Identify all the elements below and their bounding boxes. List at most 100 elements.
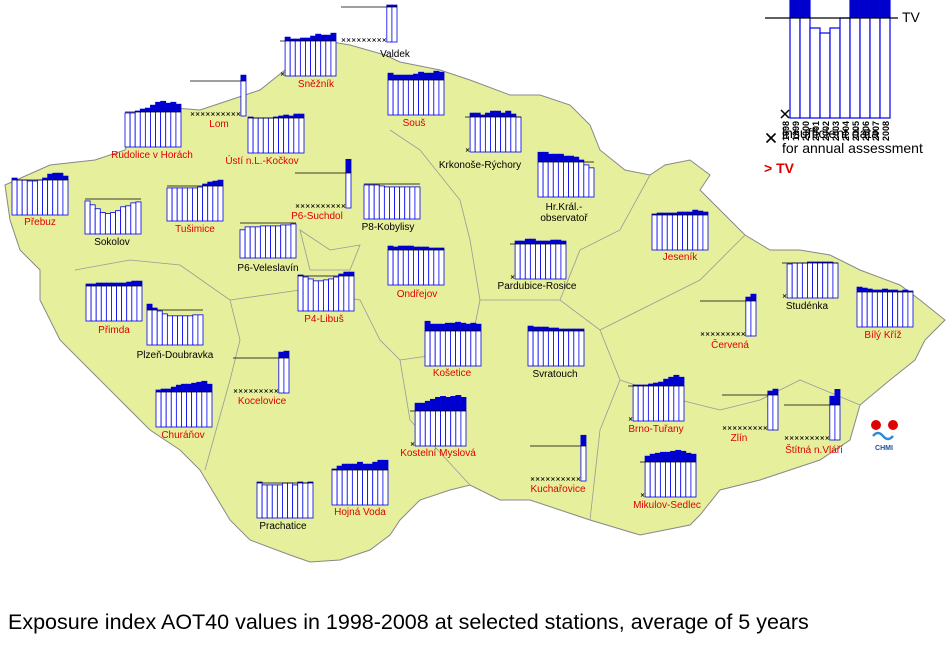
- bar: [333, 276, 340, 312]
- bar-exceed: [827, 262, 833, 263]
- insufficient-mark: [799, 436, 804, 440]
- bar: [166, 315, 173, 346]
- bar-exceed: [393, 247, 399, 250]
- bar-exceed: [170, 102, 176, 112]
- bar-exceed: [367, 464, 373, 470]
- bar-exceed: [480, 115, 486, 117]
- bar-exceed: [645, 456, 651, 462]
- legend-tv: TV: [902, 9, 921, 25]
- bar-exceed: [553, 154, 559, 162]
- bar: [290, 223, 297, 259]
- insufficient-mark: [576, 477, 581, 481]
- bar: [160, 388, 167, 428]
- station-label: Kuchařovice: [530, 484, 585, 495]
- bar: [438, 247, 445, 286]
- insufficient-mark: [782, 294, 787, 298]
- bar-exceed: [42, 178, 48, 180]
- bar: [386, 4, 393, 43]
- bar-exceed: [525, 239, 531, 244]
- bar: [383, 186, 390, 220]
- bar: [139, 108, 146, 148]
- bar: [111, 282, 117, 322]
- insufficient-mark: [264, 389, 268, 393]
- insufficient-mark: [410, 442, 415, 446]
- bar: [433, 247, 440, 286]
- chmi-logo: CHMI: [871, 420, 898, 452]
- bar: [550, 239, 557, 280]
- bar: [249, 226, 256, 259]
- legend-bar: [839, 17, 851, 119]
- bar-exceed: [745, 297, 751, 301]
- bar: [428, 247, 435, 286]
- bar-exceed: [750, 294, 756, 301]
- insufficient-mark: [238, 389, 243, 393]
- bar-exceed: [882, 289, 888, 292]
- bar: [812, 261, 819, 299]
- bar: [307, 481, 314, 519]
- bar-exceed: [857, 287, 863, 292]
- bar-exceed: [470, 113, 476, 117]
- insufficient-mark: [236, 112, 241, 116]
- bar: [176, 187, 183, 222]
- bar-exceed: [12, 178, 18, 180]
- station-label: Tušimice: [175, 224, 215, 235]
- bar: [394, 186, 401, 220]
- bar: [197, 186, 204, 222]
- bar: [409, 186, 416, 220]
- legend-bar-exceed: [850, 0, 860, 18]
- bar: [121, 282, 128, 322]
- legend-bar-exceed: [870, 0, 880, 18]
- station-label: Sněžník: [298, 79, 335, 90]
- insufficient-mark: [731, 332, 735, 336]
- bar: [294, 38, 301, 77]
- insufficient-mark: [815, 436, 819, 440]
- insufficient-mark: [377, 38, 382, 42]
- bar: [642, 384, 649, 422]
- station-label: Zlín: [731, 433, 748, 444]
- bar-exceed: [440, 396, 446, 411]
- bar: [682, 211, 689, 251]
- bar: [573, 156, 580, 198]
- bar: [280, 224, 287, 259]
- bar: [414, 186, 421, 220]
- bar-exceed: [357, 462, 363, 470]
- insufficient-mark: [300, 204, 305, 208]
- bar-exceed: [892, 290, 898, 292]
- bar: [254, 226, 261, 259]
- bar: [166, 187, 173, 222]
- legend-bar-exceed: [860, 0, 870, 18]
- bar: [182, 315, 189, 346]
- insufficient-mark: [231, 112, 236, 116]
- legend-bar: [809, 27, 821, 119]
- station-label: Pardubice-Rosice: [498, 281, 577, 292]
- bar-exceed: [135, 111, 141, 112]
- bar-exceed: [86, 284, 92, 286]
- bar-exceed: [648, 384, 654, 386]
- bar-exceed: [382, 460, 388, 470]
- bar: [666, 212, 673, 251]
- bar-exceed: [160, 101, 166, 112]
- bar-exceed: [530, 239, 536, 244]
- bar: [151, 307, 158, 346]
- legend-bar-exceed: [790, 0, 800, 18]
- bar-exceed: [408, 75, 414, 80]
- bar: [155, 389, 162, 428]
- bar: [100, 282, 107, 322]
- bar: [527, 325, 534, 367]
- bar-exceed: [202, 184, 208, 186]
- bar: [514, 240, 521, 280]
- bar-exceed: [415, 403, 421, 411]
- bar: [135, 201, 142, 235]
- bar-exceed: [500, 113, 506, 117]
- bar-exceed: [568, 329, 574, 331]
- bar-exceed: [425, 401, 431, 411]
- bar: [302, 482, 309, 519]
- bar: [702, 211, 709, 251]
- bar-exceed: [834, 389, 840, 405]
- bar-exceed: [673, 375, 679, 386]
- bar-exceed: [578, 160, 584, 162]
- bar-exceed: [675, 450, 681, 462]
- station-label: Ústí n.L.-Kočkov: [225, 154, 298, 167]
- bar: [378, 185, 385, 220]
